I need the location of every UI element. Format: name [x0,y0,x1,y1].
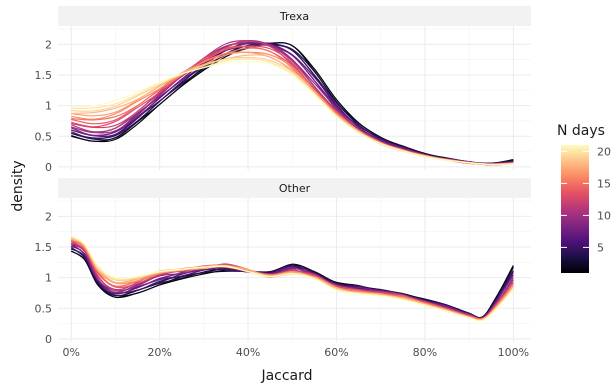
panel-trexa: Trexa 0 0.5 1 1.5 2 [35,6,531,174]
y-ticks-other: 0 0.5 1 1.5 2 [35,210,53,346]
y-tick-label: 1 [45,100,52,113]
y-tick-label: 0 [45,161,52,174]
y-axis-title: density [10,160,26,211]
density-line-17-days [70,237,514,322]
strip-background-other [58,178,531,198]
x-tick-label: 60% [324,346,348,359]
series-lines-other [70,235,514,322]
density-line-21-days [70,235,514,322]
x-ticks: 0% 20% 40% 60% 80% 100% [63,346,530,359]
y-tick-label: 0.5 [35,302,53,315]
x-tick-label: 0% [63,346,80,359]
x-tick-label: 20% [147,346,171,359]
y-tick-label: 0.5 [35,130,53,143]
legend-tick-label: 15 [597,177,611,190]
y-tick-label: 2 [45,38,52,51]
x-tick-label: 40% [236,346,260,359]
y-tick-label: 0 [45,333,52,346]
legend-ticks: 5 10 15 20 [561,145,611,254]
x-tick-label: 80% [413,346,437,359]
y-tick-label: 1.5 [35,69,53,82]
y-tick-label: 1.5 [35,241,53,254]
strip-label-trexa: Trexa [279,10,309,23]
grid-trexa [58,26,531,170]
legend-colorbar [561,145,589,273]
series-lines-trexa [71,39,514,166]
legend-tick-label: 10 [597,209,611,222]
x-tick-label: 100% [498,346,529,359]
y-ticks-trexa: 0 0.5 1 1.5 2 [35,38,53,174]
panel-other: Other 0 0.5 1 1.5 2 [35,178,531,346]
legend: N days 5 10 15 20 [557,123,611,273]
legend-tick-label: 5 [597,241,604,254]
density-line-21-days [71,60,514,166]
x-axis-title: Jaccard [260,368,312,384]
y-tick-label: 2 [45,210,52,223]
legend-title: N days [557,123,605,139]
strip-label-other: Other [279,182,311,195]
y-tick-label: 1 [45,272,52,285]
strip-background-trexa [58,6,531,26]
legend-tick-label: 20 [597,145,611,158]
